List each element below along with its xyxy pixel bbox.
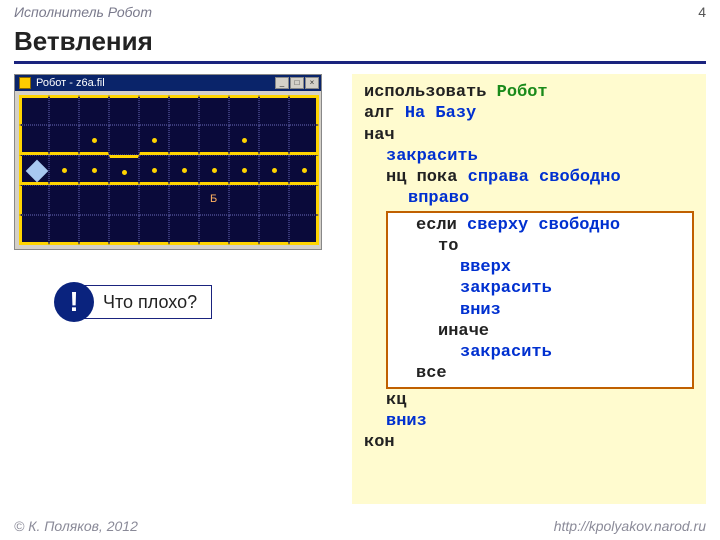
window-buttons: _ □ × (275, 77, 319, 89)
page-title: Ветвления (0, 20, 720, 61)
code-line: закрасить (394, 278, 686, 299)
code-line: если сверху свободно (394, 215, 686, 236)
callout: ! Что плохо? (54, 282, 334, 322)
subject-label: Исполнитель Робот (14, 4, 152, 20)
page-number: 4 (698, 4, 706, 20)
code-line: нач (364, 125, 694, 146)
code-line: иначе (394, 321, 686, 342)
code-line: вправо (364, 188, 694, 209)
window-title-text: Робот - z6a.fil (36, 77, 105, 89)
footer: © К. Поляков, 2012 http://kpolyakov.naro… (0, 518, 720, 534)
title-rule (14, 61, 706, 64)
code-line: закрасить (364, 146, 694, 167)
footer-url: http://kpolyakov.narod.ru (554, 518, 706, 534)
grid-wrap: Б (15, 91, 321, 249)
code-line: то (394, 236, 686, 257)
code-block: использовать Робот алг На Базу нач закра… (352, 74, 706, 504)
content-area: Робот - z6a.fil _ □ × (0, 74, 720, 504)
base-marker: Б (210, 193, 217, 205)
callout-text: Что плохо? (82, 285, 212, 319)
code-line: нц пока справа свободно (364, 167, 694, 188)
robot-marker (26, 160, 49, 183)
code-line: кц (364, 390, 694, 411)
window-sys-icon (19, 77, 31, 89)
robot-window: Робот - z6a.fil _ □ × (14, 74, 322, 250)
code-line: кон (364, 432, 694, 453)
right-column: использовать Робот алг На Базу нач закра… (352, 74, 706, 504)
code-line: алг На Базу (364, 103, 694, 124)
copyright: © К. Поляков, 2012 (14, 518, 138, 534)
exclaim-icon: ! (54, 282, 94, 322)
code-line: вверх (394, 257, 686, 278)
code-line: все (394, 363, 686, 384)
code-line: использовать Робот (364, 82, 694, 103)
code-line: вниз (394, 300, 686, 321)
close-icon[interactable]: × (305, 77, 319, 89)
code-line: закрасить (394, 342, 686, 363)
left-column: Робот - z6a.fil _ □ × (14, 74, 334, 504)
window-titlebar: Робот - z6a.fil _ □ × (15, 75, 321, 91)
code-line: вниз (364, 411, 694, 432)
minimize-icon[interactable]: _ (275, 77, 289, 89)
robot-grid: Б (19, 95, 319, 245)
maximize-icon[interactable]: □ (290, 77, 304, 89)
header: Исполнитель Робот 4 (0, 0, 720, 20)
code-framed-block: если сверху свободно то вверх закрасить … (386, 211, 694, 389)
